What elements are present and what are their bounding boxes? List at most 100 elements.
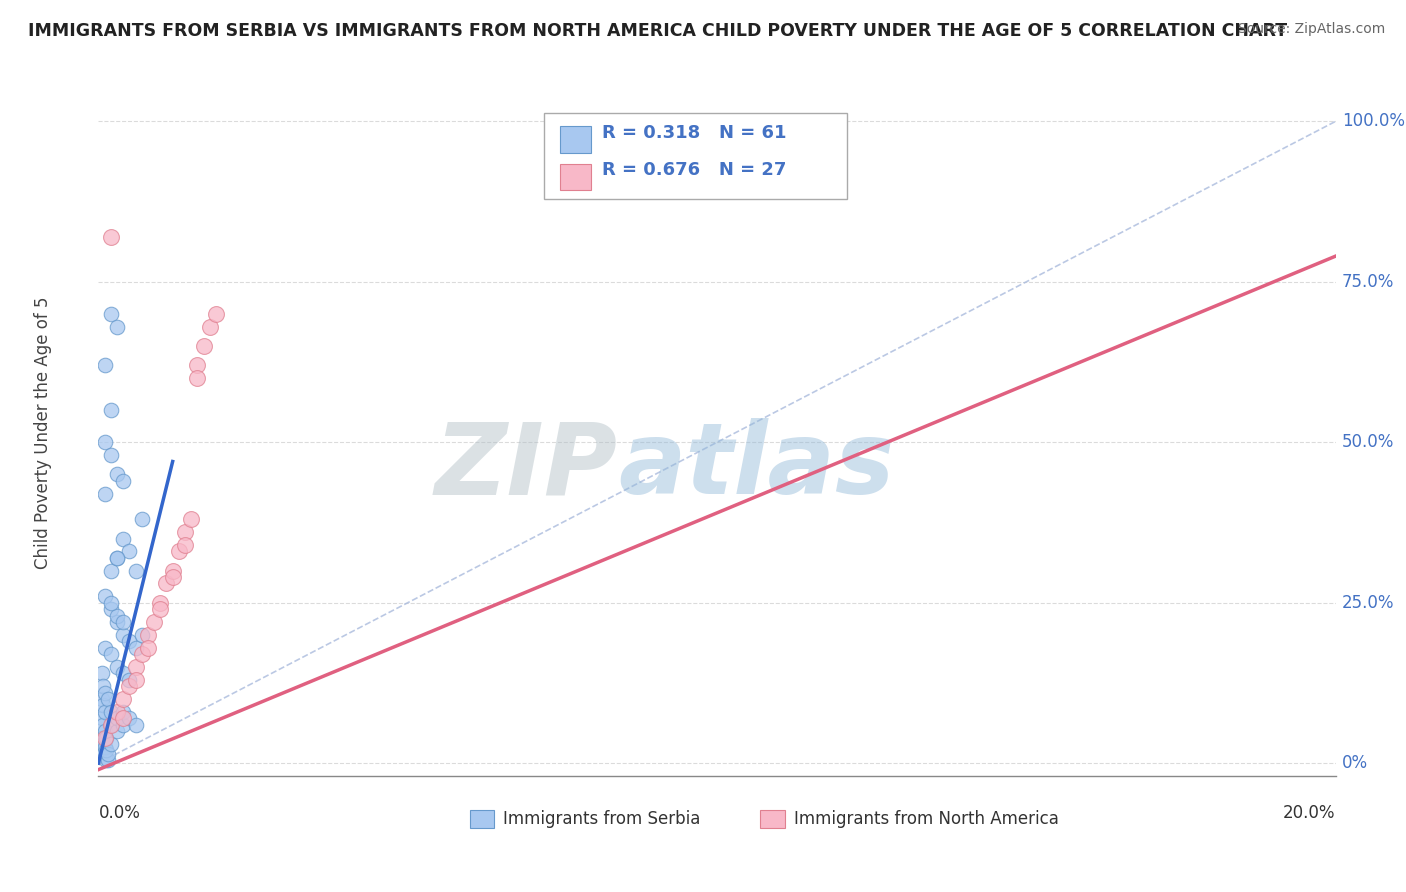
Point	[93, 740, 115, 755]
Point	[205, 307, 228, 321]
Point	[112, 474, 135, 488]
Point	[186, 358, 208, 372]
Point	[118, 634, 141, 648]
Point	[100, 647, 122, 661]
Point	[124, 640, 146, 655]
Bar	[560, 163, 591, 190]
Point	[90, 731, 112, 745]
Point	[100, 307, 122, 321]
Point	[105, 550, 128, 565]
Point	[162, 570, 184, 584]
Point	[112, 666, 135, 681]
Point	[124, 717, 146, 731]
Point	[112, 705, 135, 719]
Point	[105, 711, 128, 725]
Point	[100, 717, 122, 731]
Text: R = 0.676   N = 27: R = 0.676 N = 27	[602, 161, 786, 179]
Text: 25.0%: 25.0%	[1341, 594, 1395, 612]
Point	[97, 753, 120, 767]
Point	[105, 660, 128, 674]
Point	[118, 711, 141, 725]
Point	[100, 705, 122, 719]
Point	[90, 711, 112, 725]
Point	[198, 319, 221, 334]
Point	[118, 673, 141, 687]
Point	[131, 512, 153, 526]
Point	[112, 711, 135, 725]
Text: R = 0.318   N = 61: R = 0.318 N = 61	[602, 124, 786, 143]
Text: 100.0%: 100.0%	[1341, 112, 1405, 130]
Point	[105, 467, 128, 482]
Bar	[470, 810, 495, 828]
Point	[94, 731, 117, 745]
Bar	[560, 127, 591, 153]
Point	[100, 403, 122, 417]
Point	[112, 628, 135, 642]
Point	[93, 685, 115, 699]
Point	[93, 724, 115, 739]
Text: atlas: atlas	[619, 418, 894, 516]
Point	[94, 753, 117, 767]
Text: 20.0%: 20.0%	[1284, 804, 1336, 822]
Text: 50.0%: 50.0%	[1341, 434, 1395, 451]
Point	[105, 608, 128, 623]
Point	[112, 717, 135, 731]
Text: 0.0%: 0.0%	[98, 804, 141, 822]
Point	[143, 615, 166, 629]
Point	[90, 692, 112, 706]
FancyBboxPatch shape	[544, 113, 846, 199]
Point	[118, 544, 141, 558]
Point	[93, 486, 115, 500]
Point	[90, 666, 112, 681]
Point	[105, 615, 128, 629]
Point	[136, 628, 159, 642]
Point	[124, 660, 146, 674]
Point	[174, 525, 197, 540]
Point	[93, 705, 115, 719]
Point	[100, 230, 122, 244]
Text: IMMIGRANTS FROM SERBIA VS IMMIGRANTS FROM NORTH AMERICA CHILD POVERTY UNDER THE : IMMIGRANTS FROM SERBIA VS IMMIGRANTS FRO…	[28, 22, 1288, 40]
Text: 75.0%: 75.0%	[1341, 273, 1395, 291]
Point	[90, 743, 112, 757]
Point	[93, 747, 115, 761]
Point	[162, 564, 184, 578]
Point	[93, 640, 115, 655]
Point	[100, 596, 122, 610]
Point	[167, 544, 190, 558]
Point	[100, 448, 122, 462]
Point	[131, 647, 153, 661]
Text: ZIP: ZIP	[434, 418, 619, 516]
Point	[100, 717, 122, 731]
Point	[174, 538, 197, 552]
Point	[193, 339, 215, 353]
Text: Source: ZipAtlas.com: Source: ZipAtlas.com	[1237, 22, 1385, 37]
Point	[186, 371, 208, 385]
Point	[149, 602, 172, 616]
Point	[100, 602, 122, 616]
Point	[93, 731, 115, 745]
Point	[112, 615, 135, 629]
Text: Immigrants from North America: Immigrants from North America	[794, 810, 1059, 828]
Text: 0%: 0%	[1341, 755, 1368, 772]
Point	[112, 692, 135, 706]
Point	[93, 679, 115, 693]
Point	[105, 705, 128, 719]
Point	[131, 628, 153, 642]
Point	[100, 564, 122, 578]
Point	[100, 737, 122, 751]
Point	[93, 435, 115, 450]
Text: Immigrants from Serbia: Immigrants from Serbia	[503, 810, 700, 828]
Point	[93, 698, 115, 713]
Point	[118, 679, 141, 693]
Point	[105, 319, 128, 334]
Bar	[761, 810, 785, 828]
Point	[93, 749, 115, 764]
Point	[124, 673, 146, 687]
Point	[149, 596, 172, 610]
Point	[93, 590, 115, 604]
Point	[112, 532, 135, 546]
Point	[93, 358, 115, 372]
Point	[93, 717, 115, 731]
Point	[124, 564, 146, 578]
Point	[94, 743, 117, 757]
